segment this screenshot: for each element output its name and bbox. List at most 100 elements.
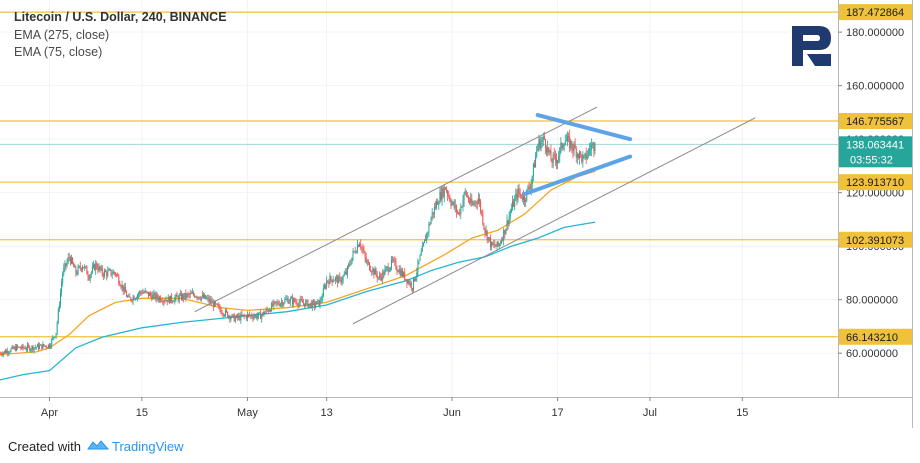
candle-body xyxy=(52,337,54,340)
candle-body xyxy=(232,314,234,316)
candle-body xyxy=(467,196,469,201)
candle-body xyxy=(199,298,201,300)
legend-ema-75[interactable]: EMA (75, close) xyxy=(14,45,103,59)
candle-body xyxy=(201,294,203,297)
candle-body xyxy=(404,272,406,280)
candle-body xyxy=(205,295,207,299)
candle-body xyxy=(29,346,31,351)
candle-body xyxy=(322,288,324,298)
candle-body xyxy=(499,242,501,244)
chart-area[interactable]: 60.00000080.000000100.000000120.00000014… xyxy=(0,0,920,428)
candle-body xyxy=(508,216,510,225)
candle-body xyxy=(539,139,541,149)
candle-body xyxy=(78,266,80,267)
legend-ema-275[interactable]: EMA (275, close) xyxy=(14,28,110,42)
level-badge xyxy=(839,328,912,345)
candle-body xyxy=(128,296,130,298)
time-tick-label: 17 xyxy=(551,407,563,419)
candle-body xyxy=(548,147,550,153)
candle-body xyxy=(63,267,65,274)
candle-body xyxy=(188,294,190,295)
level-badge-label: 123.913710 xyxy=(846,177,904,189)
candle-body xyxy=(100,267,102,270)
candle-body xyxy=(33,347,35,351)
candle-body xyxy=(533,164,535,168)
horizontal-levels[interactable] xyxy=(0,11,838,338)
candle-body xyxy=(210,299,212,304)
candle-body xyxy=(477,198,479,204)
candle-body xyxy=(81,267,83,270)
candle-body xyxy=(206,298,208,300)
candle-body xyxy=(164,300,166,302)
candle-body xyxy=(75,266,77,274)
candle-body xyxy=(575,148,577,158)
candle-body xyxy=(243,314,245,316)
candle-body xyxy=(11,346,13,349)
candle-body xyxy=(317,300,319,302)
candle-body xyxy=(388,270,390,272)
time-axis[interactable]: Apr 15 May 13 Jun 17 Jul 15 xyxy=(41,397,749,419)
candle-body xyxy=(228,315,230,318)
candle-body xyxy=(123,286,125,292)
price-chart[interactable]: 60.00000080.000000100.000000120.00000014… xyxy=(0,0,920,428)
candle-body xyxy=(343,274,345,276)
candle-body xyxy=(476,203,478,204)
candle-body xyxy=(70,257,72,264)
candle-body xyxy=(431,212,433,219)
candle-body xyxy=(213,301,215,308)
drawings[interactable] xyxy=(194,106,756,325)
last-price-badge xyxy=(839,136,912,168)
candle-body xyxy=(389,267,391,271)
candle-body xyxy=(31,346,33,350)
candle-body xyxy=(50,345,52,348)
candle-body xyxy=(341,280,343,283)
candle-body xyxy=(262,312,264,316)
candle-body xyxy=(0,353,1,354)
candle-body xyxy=(235,315,237,318)
candle-body xyxy=(495,246,497,248)
candle-body xyxy=(252,317,254,319)
created-with-text: Created with xyxy=(8,438,81,454)
candle-body xyxy=(438,203,440,205)
price-axis[interactable]: 60.00000080.000000100.000000120.00000014… xyxy=(838,27,904,360)
candle-body xyxy=(193,292,195,295)
candle-body xyxy=(385,267,387,270)
candle-body xyxy=(44,345,46,347)
candle-body xyxy=(323,286,325,289)
candle-body xyxy=(250,315,252,317)
level-badge-label: 66.143210 xyxy=(846,332,898,344)
candle-body xyxy=(171,295,173,302)
candle-body xyxy=(238,315,240,318)
candle-body xyxy=(554,154,556,160)
candle-body xyxy=(549,150,551,153)
candle-body xyxy=(363,250,365,253)
level-badge xyxy=(839,4,912,21)
candle-body xyxy=(377,277,379,279)
candle-body xyxy=(86,266,88,275)
candle-body xyxy=(135,297,137,299)
candle-body xyxy=(571,141,573,149)
candle-body xyxy=(178,295,180,301)
candle-body xyxy=(582,155,584,162)
candle-body xyxy=(483,223,485,229)
candle-body xyxy=(378,276,380,278)
candle-body xyxy=(439,192,441,204)
candle-body xyxy=(461,206,463,208)
candle-body xyxy=(152,294,154,300)
candle-body xyxy=(535,156,537,168)
candle-body xyxy=(546,148,548,153)
candle-body xyxy=(410,282,412,289)
candle-body xyxy=(167,296,169,303)
candle-body xyxy=(583,155,585,157)
candle-body xyxy=(309,302,311,305)
candle-body xyxy=(314,302,316,307)
candle-body xyxy=(552,154,554,163)
candle-body xyxy=(112,271,114,275)
candle-body xyxy=(415,277,417,281)
candle-body xyxy=(538,139,540,146)
candle-body xyxy=(140,291,142,293)
tradingview-link[interactable]: TradingView xyxy=(111,438,184,454)
candle-body xyxy=(436,201,438,208)
candle-body xyxy=(278,304,280,306)
candle-body xyxy=(45,345,47,348)
